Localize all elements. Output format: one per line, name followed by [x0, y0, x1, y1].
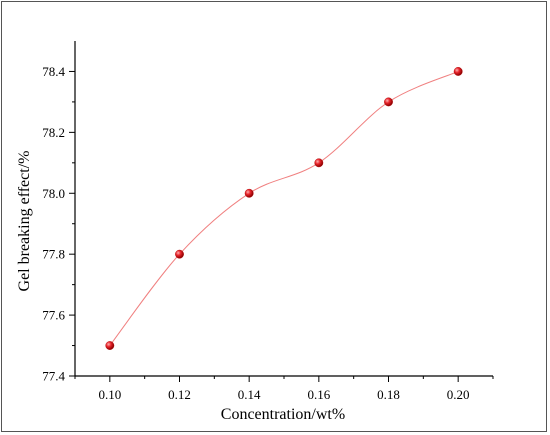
data-markers: [105, 67, 463, 350]
x-tick-label: 0.20: [447, 387, 470, 402]
data-point: [105, 341, 115, 350]
y-tick-label: 78.0: [42, 186, 65, 201]
y-tick-label: 78.2: [42, 125, 65, 140]
series-line: [109, 70, 459, 346]
x-axis-title: Concentration/wt%: [221, 406, 345, 423]
y-tick-label: 78.4: [42, 64, 65, 79]
data-point: [175, 249, 184, 259]
x-tick-label: 0.14: [238, 387, 261, 402]
data-point: [453, 67, 463, 76]
data-point: [384, 97, 393, 107]
data-point: [314, 158, 324, 168]
y-axis-ticks: 77.4 77.6 77.8 78.0 78.2 78.4: [42, 64, 75, 384]
y-tick-label: 77.6: [42, 308, 65, 323]
axes: [74, 41, 493, 377]
y-axis-title: Gel breaking effect/%: [16, 151, 33, 292]
x-tick-label: 0.10: [98, 387, 121, 402]
x-axis-ticks: 0.10 0.12 0.14 0.16 0.18 0.20: [74, 376, 494, 402]
x-tick-label: 0.18: [377, 387, 400, 402]
y-tick-label: 77.8: [42, 247, 65, 262]
data-point: [244, 188, 254, 198]
x-tick-label: 0.12: [168, 387, 191, 402]
y-tick-label: 77.4: [42, 369, 65, 384]
x-tick-label: 0.16: [307, 387, 330, 402]
